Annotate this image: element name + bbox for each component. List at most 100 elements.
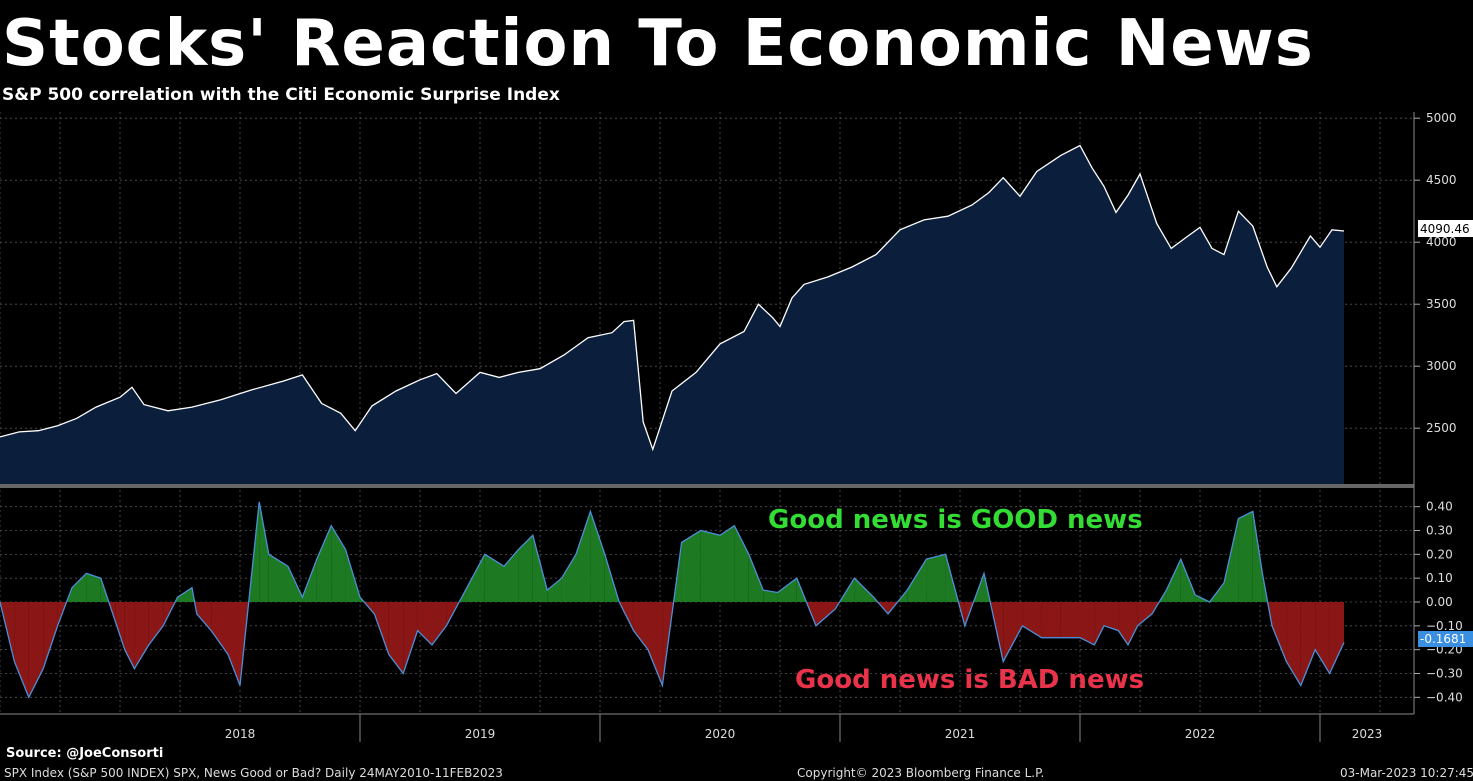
correlation-positive-segment — [1252, 511, 1263, 602]
correlation-positive-segment — [576, 511, 591, 602]
correlation-negative-segment — [14, 602, 29, 698]
correlation-negative-segment — [388, 602, 404, 674]
copyright: Copyright© 2023 Bloomberg Finance L.P. — [797, 766, 1045, 780]
correlation-negative-segment — [28, 602, 44, 698]
correlation-negative-segment — [1128, 602, 1138, 645]
x-tick-label: 2021 — [945, 727, 976, 741]
source-label: Source: @JoeConsorti — [6, 746, 164, 761]
correlation-positive-segment — [268, 554, 288, 602]
sp500-line — [0, 144, 1345, 452]
price-y-tick-label: 4000 — [1426, 235, 1457, 249]
correlation-positive-segment — [590, 511, 605, 602]
correlation-negative-segment — [228, 602, 240, 686]
x-ticks: 2018 2019 2020 2021 2022 2023 — [225, 714, 1383, 742]
x-tick-label: 2020 — [705, 727, 736, 741]
correlation-positive-segment — [86, 573, 101, 602]
correlation-negative-segment — [1080, 602, 1095, 645]
price-last-value: 4090.46 — [1420, 222, 1470, 236]
correlation-positive-segment — [1238, 511, 1253, 602]
correlation-negative-segment — [374, 602, 389, 655]
price-y-ticks: 2500 3000 3500 4000 4500 5000 — [1414, 111, 1457, 435]
correlation-y-tick-label: 0.20 — [1426, 547, 1453, 561]
correlation-negative-segment — [1300, 602, 1316, 686]
correlation-positive-segment — [177, 587, 192, 602]
price-y-tick-label: 3000 — [1426, 359, 1457, 373]
correlation-negative-segment — [1286, 602, 1301, 686]
correlation-negative-segment — [134, 602, 149, 669]
correlation-negative-segment — [1137, 602, 1152, 626]
correlation-negative-segment — [1003, 602, 1023, 662]
correlation-negative-segment — [1272, 602, 1287, 662]
correlation-negative-segment — [1094, 602, 1104, 645]
correlation-y-ticks: −0.40−0.30−0.20−0.100.000.100.200.300.40 — [1414, 500, 1463, 704]
timestamp: 03-Mar-2023 10:27:45 — [1340, 766, 1473, 780]
price-last-value-badge: 4090.46 — [1418, 220, 1473, 237]
correlation-y-tick-label: −0.30 — [1426, 666, 1463, 680]
correlation-negative-segment — [403, 602, 418, 674]
correlation-negative-segment — [1315, 602, 1330, 674]
correlation-negative-segment — [196, 602, 212, 631]
correlation-negative-segment — [148, 602, 164, 645]
correlation-negative-segment — [211, 602, 228, 655]
price-y-tick-label: 3500 — [1426, 297, 1457, 311]
correlation-y-tick-label: 0.40 — [1426, 500, 1453, 514]
correlation-positive-segment — [1180, 559, 1196, 602]
correlation-positive-segment — [259, 501, 269, 602]
correlation-negative-segment — [1329, 602, 1344, 674]
correlation-negative-segment — [124, 602, 135, 669]
correlation-positive-segment — [720, 525, 735, 602]
correlation-y-tick-label: 0.00 — [1426, 595, 1453, 609]
x-tick-label: 2018 — [225, 727, 256, 741]
correlation-negative-segment — [1022, 602, 1042, 638]
sp500-area — [0, 145, 1344, 484]
chart-subtitle: S&P 500 correlation with the Citi Econom… — [2, 85, 560, 105]
correlation-positive-segment — [734, 525, 749, 602]
correlation-positive-segment — [465, 554, 485, 602]
correlation-positive-segment — [316, 525, 332, 602]
x-tick-label: 2019 — [465, 727, 496, 741]
correlation-last-value: -0.1681 — [1420, 632, 1466, 646]
correlation-positive-segment — [547, 578, 562, 602]
correlation-negative-segment — [1041, 602, 1061, 638]
correlation-positive-segment — [1224, 518, 1239, 602]
price-y-tick-label: 5000 — [1426, 111, 1457, 125]
correlation-negative-segment — [633, 602, 648, 650]
correlation-positive-segment — [777, 578, 797, 602]
correlation-positive-segment — [532, 535, 548, 602]
correlation-positive-segment — [1166, 559, 1181, 602]
price-y-tick-label: 2500 — [1426, 421, 1457, 435]
correlation-negative-segment — [1104, 602, 1119, 631]
x-tick-label: 2023 — [1352, 727, 1383, 741]
correlation-negative-segment — [115, 602, 125, 650]
annotation-bad-news: Good news is BAD news — [795, 665, 1145, 695]
correlation-line — [0, 501, 1345, 699]
correlation-y-tick-label: −0.10 — [1426, 619, 1463, 633]
correlation-positive-segment — [561, 554, 576, 602]
chart-title: Stocks' Reaction To Economic News — [2, 7, 1314, 81]
correlation-y-tick-label: 0.10 — [1426, 571, 1453, 585]
correlation-negative-segment — [1060, 602, 1080, 638]
correlation-last-value-badge: -0.1681 — [1418, 631, 1473, 647]
panel-divider[interactable] — [0, 484, 1414, 488]
correlation-y-tick-label: 0.30 — [1426, 524, 1453, 538]
correlation-negative-segment — [816, 602, 836, 626]
correlation-positive-segment — [681, 530, 701, 602]
correlation-negative-segment — [432, 602, 447, 645]
correlation-positive-segment — [926, 554, 946, 602]
series-description: SPX Index (S&P 500 INDEX) SPX, News Good… — [4, 766, 503, 780]
x-tick-label: 2022 — [1185, 727, 1216, 741]
correlation-positive-segment — [763, 590, 778, 602]
correlation-positive-segment — [907, 559, 927, 602]
correlation-negative-segment — [648, 602, 663, 686]
correlation-positive-segment — [854, 578, 874, 602]
annotation-good-news: Good news is GOOD news — [768, 505, 1143, 535]
correlation-negative-segment — [43, 602, 58, 669]
correlation-positive-segment — [748, 554, 764, 602]
correlation-positive-segment — [72, 573, 87, 602]
correlation-positive-segment — [484, 554, 504, 602]
correlation-positive-segment — [700, 530, 720, 602]
correlation-y-tick-label: −0.40 — [1426, 690, 1463, 704]
price-y-tick-label: 4500 — [1426, 173, 1457, 187]
correlation-positive-segment — [518, 535, 533, 602]
